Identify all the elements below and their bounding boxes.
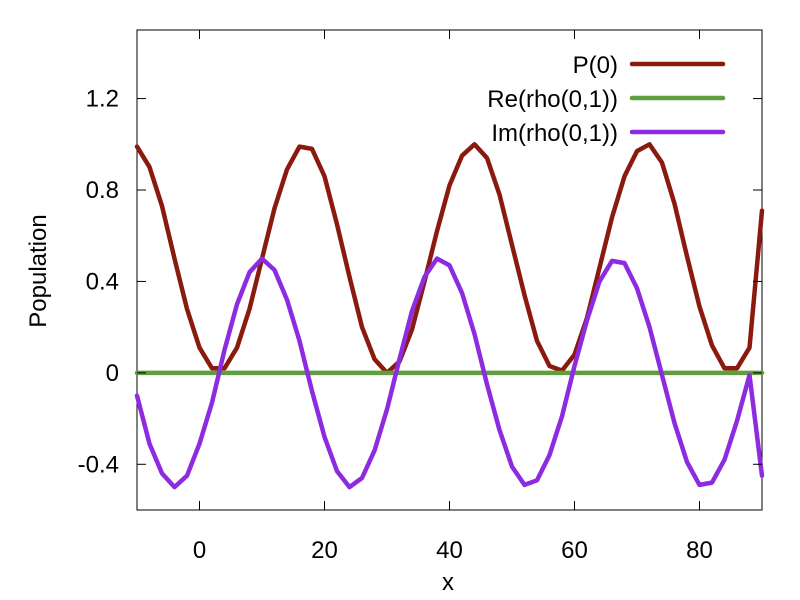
series-line-0 xyxy=(134,142,765,376)
y-tick-label: 0.8 xyxy=(86,177,119,204)
y-tick-label: -0.4 xyxy=(78,451,119,478)
y-tick-label: 1.2 xyxy=(86,86,119,113)
x-tick-label: 0 xyxy=(193,537,206,564)
legend-label: Im(rho(0,1)) xyxy=(491,120,618,147)
x-tick-label: 60 xyxy=(561,537,588,564)
series-line-2 xyxy=(134,256,765,490)
series-layer xyxy=(134,142,765,490)
legend-label: P(0) xyxy=(573,52,618,79)
legend: P(0) Re(rho(0,1)) Im(rho(0,1)) xyxy=(487,52,726,147)
x-axis-ticks: 0 20 40 60 80 xyxy=(193,30,713,564)
x-tick-label: 40 xyxy=(436,537,463,564)
x-tick-label: 80 xyxy=(686,537,713,564)
y-tick-label: 0 xyxy=(106,360,119,387)
x-axis-label: x xyxy=(442,569,454,596)
legend-label: Re(rho(0,1)) xyxy=(487,86,618,113)
x-tick-label: 20 xyxy=(311,537,338,564)
y-tick-label: 0.4 xyxy=(86,268,119,295)
y-axis-ticks: -0.4 0 0.4 0.8 1.2 xyxy=(78,86,762,478)
y-axis-label: Population xyxy=(25,214,52,327)
